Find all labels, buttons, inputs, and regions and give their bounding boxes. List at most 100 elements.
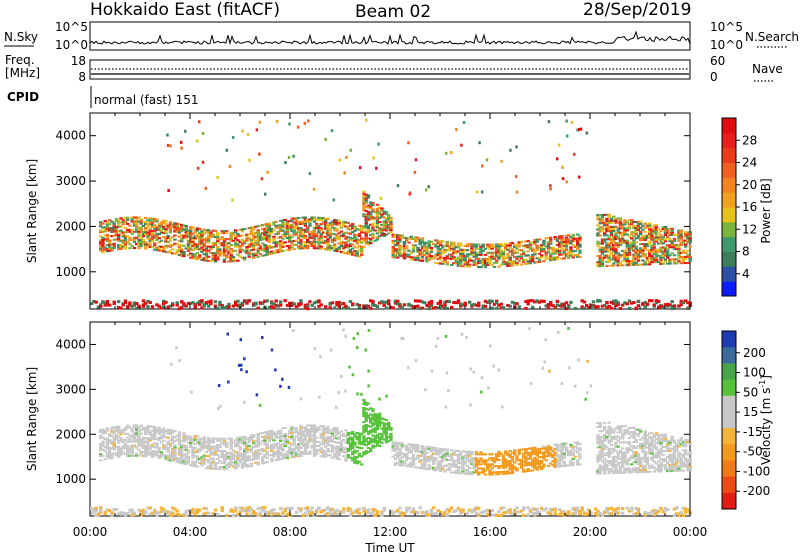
echo-cell	[256, 247, 260, 250]
echo-cell	[198, 508, 202, 512]
echo-cell	[369, 213, 373, 216]
echo-cell	[119, 447, 123, 450]
echo-cell	[596, 228, 600, 231]
echo-cell	[398, 450, 402, 453]
echo-cell	[333, 306, 337, 310]
echo-cell	[445, 448, 449, 451]
echo-cell	[173, 458, 177, 461]
echo-cell	[150, 234, 155, 237]
echo-cell	[393, 233, 398, 236]
echo-cell	[222, 439, 227, 442]
echo-cell	[366, 432, 371, 435]
echo-cell	[405, 507, 409, 511]
echo-cell	[654, 256, 659, 259]
echo-cell	[463, 259, 467, 262]
echo-cell	[643, 236, 647, 239]
echo-cell	[216, 462, 220, 465]
echo-cell	[146, 443, 150, 446]
echo-cell	[636, 257, 641, 260]
echo-cell	[294, 233, 299, 236]
echo-cell	[184, 231, 188, 234]
echo-cell	[571, 244, 575, 247]
echo-cell	[114, 228, 119, 231]
echo-cell	[576, 245, 580, 248]
echo-cell	[99, 247, 103, 250]
echo-cell	[252, 226, 256, 229]
echo-cell	[236, 233, 240, 236]
echo-cell	[245, 299, 249, 303]
echo-cell	[241, 129, 244, 133]
echo-cell	[96, 512, 101, 516]
echo-cell	[438, 254, 443, 257]
echo-cell	[319, 229, 323, 232]
echo-cell	[288, 244, 292, 247]
echo-cell	[549, 255, 553, 258]
echo-cell	[441, 458, 445, 461]
echo-cell	[303, 220, 308, 223]
echo-cell	[450, 253, 454, 256]
echo-cell	[110, 454, 114, 457]
echo-cell	[346, 252, 350, 255]
echo-cell	[132, 424, 137, 427]
echo-cell	[301, 452, 305, 455]
echo-cell	[416, 236, 420, 239]
echo-cell	[677, 237, 681, 240]
echo-cell	[254, 235, 258, 238]
echo-cell	[668, 233, 672, 237]
echo-cell	[648, 240, 652, 243]
echo-cell	[573, 237, 578, 240]
echo-cell	[231, 509, 236, 513]
echo-cell	[155, 442, 159, 445]
echo-cell	[164, 430, 168, 433]
echo-cell	[234, 467, 238, 470]
echo-cell	[652, 236, 656, 239]
echo-cell	[490, 257, 494, 260]
echo-cell	[135, 230, 139, 233]
echo-cell	[220, 252, 224, 255]
echo-cell	[576, 233, 580, 236]
echo-cell	[355, 436, 359, 439]
echo-cell	[483, 247, 488, 250]
echo-cell	[281, 237, 285, 240]
echo-cell	[373, 239, 377, 242]
echo-cell	[391, 306, 395, 310]
echo-cell	[186, 241, 191, 244]
echo-cell	[402, 236, 407, 239]
echo-cell	[243, 449, 247, 453]
echo-cell	[216, 248, 220, 251]
echo-cell	[402, 251, 407, 254]
echo-cell	[337, 300, 341, 304]
echo-cell	[495, 259, 499, 262]
echo-cell	[600, 258, 605, 261]
echo-cell	[481, 245, 485, 248]
echo-cell	[301, 228, 305, 231]
echo-cell	[614, 248, 618, 251]
echo-cell	[189, 238, 193, 241]
echo-cell	[427, 307, 431, 311]
echo-cell	[105, 250, 110, 253]
echo-cell	[414, 236, 418, 239]
echo-cell	[303, 222, 308, 225]
echo-cell	[256, 457, 260, 460]
echo-cell	[202, 253, 206, 256]
echo-cell	[335, 457, 339, 460]
echo-cell	[326, 244, 330, 247]
echo-cell	[191, 448, 195, 451]
echo-cell	[621, 239, 625, 242]
echo-cell	[258, 232, 263, 235]
echo-cell	[105, 223, 110, 226]
echo-cell	[344, 429, 348, 432]
echo-cell	[605, 228, 609, 231]
echo-cell	[164, 510, 168, 514]
echo-cell	[267, 430, 272, 433]
echo-cell	[130, 513, 134, 517]
echo-cell	[263, 449, 267, 452]
echo-cell	[452, 243, 456, 246]
echo-cell	[362, 239, 366, 242]
echo-cell	[200, 446, 204, 449]
echo-cell	[416, 448, 420, 451]
echo-cell	[598, 254, 602, 257]
echo-cell	[240, 244, 245, 247]
nsearch-tick-low: 10^0	[710, 38, 743, 52]
echo-cell	[670, 244, 674, 247]
